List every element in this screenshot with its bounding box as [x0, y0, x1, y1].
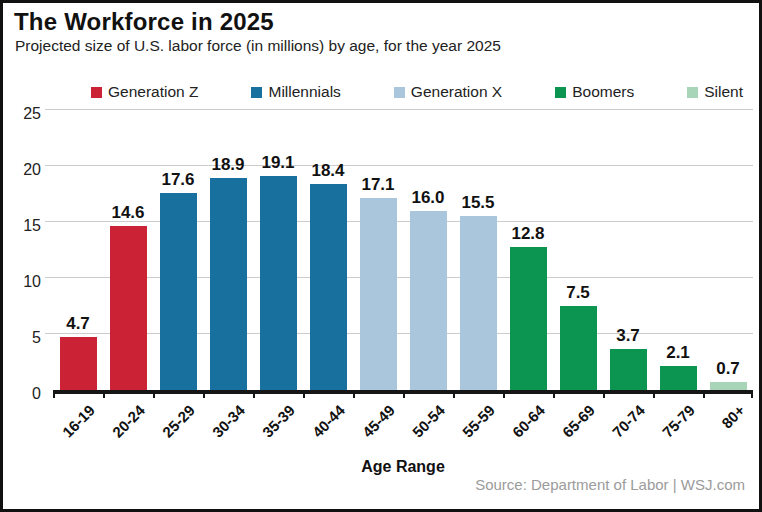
bar-30-34: [210, 178, 247, 390]
y-tick-label: 15: [3, 217, 41, 235]
y-axis: 0510152025: [3, 114, 45, 394]
x-axis-tick: [103, 390, 105, 398]
x-axis-tick: [403, 390, 405, 398]
chart-frame: The Workforce in 2025 Projected size of …: [0, 0, 762, 512]
y-tick-label: 5: [3, 329, 41, 347]
x-axis-title: Age Range: [53, 458, 753, 476]
chart-title: The Workforce in 2025: [14, 8, 274, 36]
x-axis-tick: [503, 390, 505, 398]
gridline: [45, 165, 753, 166]
x-axis-tick: [453, 390, 455, 398]
y-tick-label: 10: [3, 273, 41, 291]
x-axis-tick: [353, 390, 355, 398]
bar-45-49: [360, 198, 397, 390]
legend-swatch-icon: [91, 87, 102, 98]
x-axis-tick: [751, 390, 753, 398]
legend-label: Silent: [704, 83, 743, 101]
y-tick-label: 25: [3, 105, 41, 123]
legend-swatch-icon: [394, 87, 405, 98]
legend: Generation Z Millennials Generation X Boome…: [91, 82, 743, 102]
x-axis-tick: [703, 390, 705, 398]
bar-80+: [710, 382, 747, 390]
x-axis-tick: [253, 390, 255, 398]
legend-item-5: Silent: [687, 83, 743, 101]
legend-item-2: Millennials: [251, 83, 340, 101]
bar-16-19: [60, 337, 97, 390]
y-tick-label: 20: [3, 161, 41, 179]
bar-60-64: [510, 247, 547, 390]
legend-label: Millennials: [268, 83, 340, 101]
legend-label: Generation Z: [108, 83, 198, 101]
legend-swatch-icon: [555, 87, 566, 98]
bar-value-label: 4.7: [48, 314, 108, 334]
bar-value-label: 12.8: [498, 224, 558, 244]
legend-item-3: Generation X: [394, 83, 502, 101]
x-axis-tick: [653, 390, 655, 398]
bar-70-74: [610, 349, 647, 390]
bar-value-label: 0.7: [698, 359, 758, 379]
bar-55-59: [460, 216, 497, 390]
y-tick-label: 0: [3, 385, 41, 403]
bar-65-69: [560, 306, 597, 390]
bar-40-44: [310, 184, 347, 390]
x-axis-tick: [53, 390, 55, 398]
x-axis-tick: [303, 390, 305, 398]
chart-subtitle: Projected size of U.S. labor force (in m…: [15, 37, 501, 55]
x-axis-tick: [203, 390, 205, 398]
bar-20-24: [110, 226, 147, 390]
bar-value-label: 7.5: [548, 283, 608, 303]
bar-value-label: 14.6: [98, 203, 158, 223]
bar-35-39: [260, 176, 297, 390]
legend-swatch-icon: [251, 87, 262, 98]
bar-value-label: 15.5: [448, 193, 508, 213]
bar-75-79: [660, 366, 697, 390]
legend-swatch-icon: [687, 87, 698, 98]
gridline: [45, 109, 753, 110]
legend-label: Boomers: [572, 83, 634, 101]
bar-50-54: [410, 211, 447, 390]
x-axis-tick: [603, 390, 605, 398]
x-axis-tick: [553, 390, 555, 398]
bar-25-29: [160, 193, 197, 390]
gridline: [45, 277, 753, 278]
plot-area: 4.716-1914.620-2417.625-2918.930-3419.13…: [53, 114, 753, 394]
x-axis-tick: [153, 390, 155, 398]
legend-item-4: Boomers: [555, 83, 634, 101]
legend-label: Generation X: [411, 83, 502, 101]
source-text: Source: Department of Labor | WSJ.com: [475, 476, 745, 493]
legend-item-1: Generation Z: [91, 83, 198, 101]
